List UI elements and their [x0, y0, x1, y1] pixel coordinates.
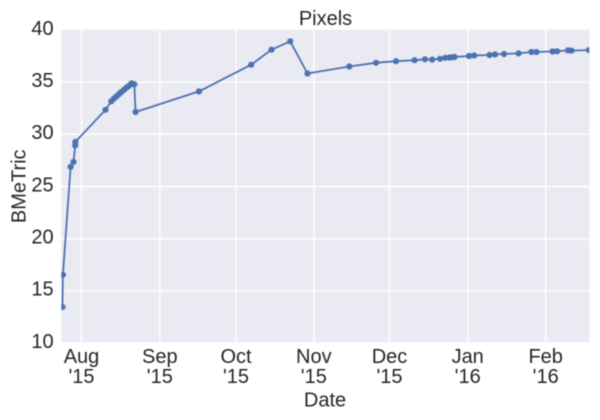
svg-text:Aug: Aug: [64, 346, 100, 368]
svg-text:40: 40: [31, 18, 53, 40]
svg-text:20: 20: [31, 227, 53, 249]
svg-text:Feb: Feb: [528, 346, 562, 368]
svg-text:15: 15: [31, 279, 53, 301]
svg-text:'15: '15: [147, 366, 173, 388]
svg-text:'15: '15: [223, 366, 249, 388]
svg-text:Nov: Nov: [296, 346, 332, 368]
svg-text:Pixels: Pixels: [299, 8, 352, 30]
svg-text:30: 30: [31, 122, 53, 144]
svg-text:'15: '15: [301, 366, 327, 388]
svg-text:Jan: Jan: [452, 346, 484, 368]
svg-text:25: 25: [31, 174, 53, 196]
svg-text:Date: Date: [304, 390, 346, 412]
svg-text:Sep: Sep: [142, 346, 178, 368]
svg-text:'15: '15: [68, 366, 94, 388]
svg-text:35: 35: [31, 70, 53, 92]
svg-text:Dec: Dec: [372, 346, 408, 368]
svg-text:10: 10: [31, 331, 53, 353]
svg-text:BMeTric: BMeTric: [9, 149, 31, 223]
svg-text:'15: '15: [376, 366, 402, 388]
svg-text:'16: '16: [455, 366, 481, 388]
svg-text:'16: '16: [533, 366, 559, 388]
svg-text:Oct: Oct: [220, 346, 252, 368]
